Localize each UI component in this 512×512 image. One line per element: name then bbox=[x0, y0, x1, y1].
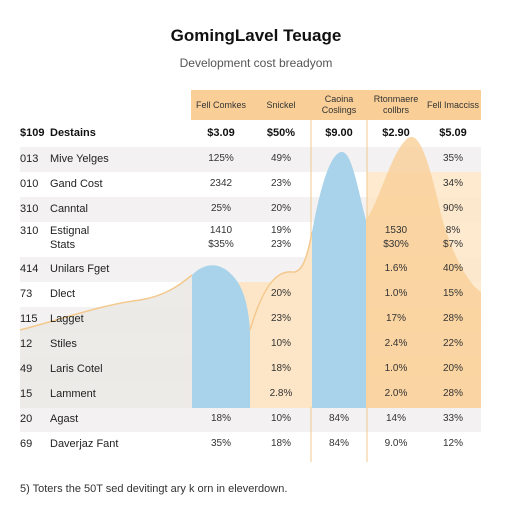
table-cell: $7% bbox=[442, 239, 463, 250]
table-cell: $50% bbox=[266, 127, 296, 139]
column-header: Rtonmaere collbrs bbox=[373, 94, 419, 115]
row-label: Destains bbox=[50, 127, 96, 139]
table-cell: 1530 bbox=[384, 225, 408, 236]
table-cell: 23% bbox=[270, 239, 291, 250]
table-cell: 20% bbox=[270, 203, 291, 214]
table-cell: $3.09 bbox=[207, 127, 235, 139]
row-label: Dlect bbox=[50, 288, 76, 300]
orange-peak bbox=[366, 136, 481, 408]
footnote: 5) Toters the 50T sed devitingt ary k or… bbox=[20, 483, 288, 495]
table-cell: 35% bbox=[442, 153, 463, 164]
table-cell: 84% bbox=[328, 413, 349, 424]
table-cell: 1410 bbox=[209, 225, 233, 236]
table-cell: $9.00 bbox=[325, 127, 353, 139]
table-cell: 40% bbox=[442, 263, 463, 274]
row-stripe bbox=[20, 407, 481, 432]
header-band-mid bbox=[311, 90, 367, 120]
table-cell: 1.6% bbox=[384, 263, 408, 274]
row-label: Canntal bbox=[50, 203, 88, 215]
table-cell: 17% bbox=[385, 313, 406, 324]
blue-peak bbox=[312, 152, 366, 408]
table-cell: 9.0% bbox=[384, 438, 408, 449]
table-cell: 12% bbox=[442, 438, 463, 449]
table-cell: $5.09 bbox=[439, 127, 467, 139]
row-code: 73 bbox=[20, 288, 33, 300]
table-cell: 125% bbox=[208, 153, 234, 164]
row-label: Agast bbox=[50, 413, 79, 425]
row-code: 414 bbox=[20, 263, 39, 275]
header-band-left bbox=[191, 90, 311, 120]
column-header: Caoina Coslings bbox=[321, 94, 357, 115]
table-cell: 35% bbox=[210, 438, 231, 449]
blue-hill-left bbox=[192, 265, 250, 408]
row-label: Stiles bbox=[50, 338, 77, 350]
row-code: 010 bbox=[20, 178, 39, 190]
row-code: 115 bbox=[20, 313, 38, 325]
row-code: 20 bbox=[20, 413, 33, 425]
table-cell: 34% bbox=[442, 178, 463, 189]
grey-area-edge bbox=[19, 274, 193, 331]
table-cell: 2.0% bbox=[384, 388, 408, 399]
row-code: 12 bbox=[20, 338, 33, 350]
grey-area bbox=[20, 275, 192, 408]
table-cell: 15% bbox=[442, 288, 463, 299]
column-header: Fell Comkes bbox=[195, 99, 246, 110]
row-label: Mive Yelges bbox=[50, 153, 109, 165]
table-cell: 23% bbox=[270, 313, 291, 324]
row-label: Gand Cost bbox=[50, 178, 103, 190]
column-header: Fell Imacciss bbox=[426, 99, 479, 110]
orange-wave-edge bbox=[249, 231, 313, 331]
row-code: 310 bbox=[20, 203, 39, 215]
table-cell: 28% bbox=[442, 388, 463, 399]
table-cell: 22% bbox=[442, 338, 463, 349]
row-label: Estignal bbox=[50, 225, 90, 237]
row-code: 15 bbox=[20, 388, 33, 400]
table-cell: 33% bbox=[442, 413, 463, 424]
table-cell: 2342 bbox=[209, 178, 233, 189]
table-cell: 14% bbox=[385, 413, 406, 424]
row-label: Lamment bbox=[50, 388, 96, 400]
orange-wave bbox=[250, 232, 312, 408]
row-code: 69 bbox=[20, 438, 33, 450]
table-cell: 18% bbox=[270, 363, 291, 374]
table-cell: 18% bbox=[270, 438, 291, 449]
row-label: Stats bbox=[50, 239, 76, 251]
row-label: Daverjaz Fant bbox=[50, 438, 119, 450]
chart-title: GomingLavel Teuage bbox=[170, 26, 342, 45]
row-label: Lagget bbox=[50, 313, 84, 325]
row-code: 49 bbox=[20, 363, 33, 375]
row-label: Unilars Fget bbox=[50, 263, 110, 275]
table-cell: 2.8% bbox=[269, 388, 293, 399]
table-cell: 28% bbox=[442, 313, 463, 324]
table-cell: 10% bbox=[270, 413, 291, 424]
table-cell: 23% bbox=[270, 178, 291, 189]
table-cell: 90% bbox=[442, 203, 463, 214]
table-cell: 49% bbox=[270, 153, 291, 164]
table-cell: 2.4% bbox=[384, 338, 408, 349]
column-header: Snickel bbox=[266, 99, 296, 110]
table-cell: $30% bbox=[383, 239, 409, 250]
table-cell: 1.0% bbox=[384, 363, 408, 374]
area-shapes bbox=[19, 136, 481, 408]
header-band-right bbox=[367, 90, 481, 120]
table-cell: $35% bbox=[208, 239, 234, 250]
table-cell: 18% bbox=[210, 413, 231, 424]
row-code: $109 bbox=[20, 127, 45, 139]
table-cell: 20% bbox=[442, 363, 463, 374]
table-cell: 20% bbox=[270, 288, 291, 299]
table-cell: 25% bbox=[210, 203, 231, 214]
table-cell: $2.90 bbox=[382, 127, 410, 139]
row-label: Laris Cotel bbox=[50, 363, 103, 375]
table-cell: 19% bbox=[270, 225, 291, 236]
table-cell: 84% bbox=[328, 438, 349, 449]
table-cell: 1.0% bbox=[384, 288, 408, 299]
table-cell: 8% bbox=[445, 225, 461, 236]
row-code: 310 bbox=[20, 225, 39, 237]
chart-subtitle: Development cost breadyom bbox=[179, 56, 333, 70]
table-cell: 10% bbox=[270, 338, 291, 349]
row-code: 013 bbox=[20, 153, 39, 165]
